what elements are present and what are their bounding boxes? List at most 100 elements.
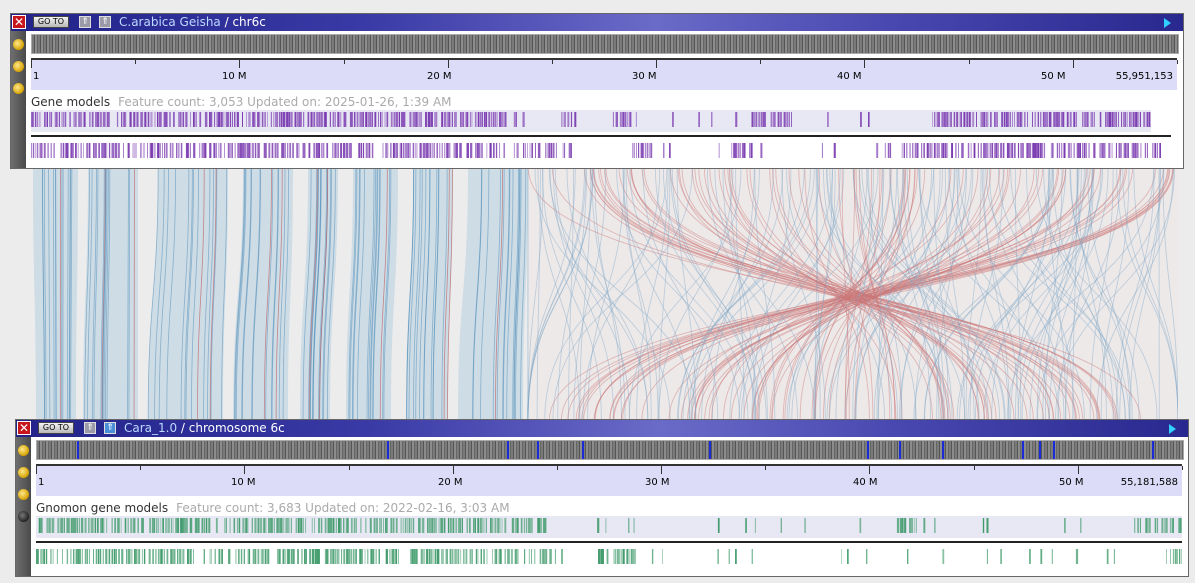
synteny-link [668, 168, 1102, 420]
gene-feature [628, 518, 630, 533]
gene-feature [265, 518, 267, 533]
gene-feature [534, 549, 536, 564]
synteny-link [1096, 168, 1174, 420]
pin-icon[interactable]: ⇑ [79, 16, 91, 28]
synteny-link [816, 168, 966, 420]
gene-feature [466, 518, 469, 533]
gene-feature [432, 518, 434, 533]
gene-feature [37, 112, 39, 127]
settings-knob-icon[interactable] [13, 39, 24, 50]
gene-feature [669, 143, 671, 158]
gene-feature [38, 518, 41, 533]
synteny-link [677, 168, 1055, 420]
gene-feature [1022, 143, 1024, 158]
gene-feature [82, 549, 83, 564]
upload-icon[interactable]: ⇑ [99, 16, 111, 28]
gene-feature [777, 112, 780, 127]
position-ruler[interactable]: 1 10 M 20 M 30 M 40 M 50 M 55,181,588 [36, 464, 1183, 496]
gene-feature [307, 112, 310, 127]
synteny-link [643, 168, 1084, 420]
gene-feature [97, 518, 99, 533]
gene-feature [887, 143, 890, 158]
gene-feature [354, 112, 356, 127]
synteny-link [352, 168, 360, 420]
feature-track-row[interactable] [36, 517, 1182, 534]
gene-feature [1099, 143, 1101, 158]
gene-feature [204, 143, 207, 158]
gene-feature [165, 143, 168, 158]
gene-feature [70, 143, 73, 158]
gene-feature [474, 518, 476, 533]
gene-feature [254, 143, 257, 158]
gene-feature [598, 549, 600, 564]
gene-feature [969, 112, 971, 127]
synteny-link [512, 168, 519, 420]
close-icon[interactable]: ✕ [12, 15, 26, 29]
close-icon[interactable]: ✕ [17, 421, 31, 435]
feature-track-row[interactable] [36, 548, 1182, 565]
gene-feature [124, 518, 127, 533]
synteny-link [251, 168, 261, 420]
gene-feature [260, 549, 262, 564]
gene-feature [259, 112, 261, 127]
settings-knob-icon[interactable] [13, 83, 24, 94]
gene-feature [209, 143, 212, 158]
gene-feature [154, 143, 156, 158]
synteny-link [1070, 168, 1133, 420]
ruler-tick-label: 10 M [231, 477, 256, 488]
goto-button[interactable]: GO TO [33, 16, 69, 28]
gene-feature [412, 518, 415, 533]
gene-feature [418, 518, 421, 533]
synteny-link [582, 168, 661, 420]
gene-feature [412, 549, 415, 564]
gene-feature [180, 143, 183, 158]
gene-feature [550, 143, 553, 158]
settings-knob-icon[interactable] [18, 489, 29, 500]
pin-icon[interactable]: ⇑ [84, 422, 96, 434]
gene-feature [958, 143, 959, 158]
synteny-link [319, 168, 329, 420]
gene-feature [365, 112, 368, 127]
gene-feature [283, 112, 285, 127]
position-ruler[interactable]: 1 10 M 20 M 30 M 40 M 50 M 55,951,153 [31, 58, 1178, 90]
synteny-link [84, 168, 90, 420]
settings-knob-icon[interactable] [13, 61, 24, 72]
gene-feature [1049, 112, 1051, 127]
gene-feature [486, 143, 488, 158]
gene-feature [215, 518, 218, 533]
gene-feature [342, 143, 345, 158]
feature-track-row[interactable] [31, 111, 1151, 128]
gene-feature [962, 143, 964, 158]
gene-feature [60, 518, 63, 533]
gene-feature [755, 112, 758, 127]
expand-arrow-icon[interactable] [1169, 424, 1176, 434]
gene-feature [242, 112, 243, 127]
gene-feature [360, 143, 363, 158]
synteny-link [691, 168, 760, 420]
synteny-link [441, 168, 448, 420]
synteny-link [1021, 168, 1109, 420]
gene-feature [263, 112, 265, 127]
chromosome-overview[interactable] [36, 440, 1184, 460]
settings-knob-icon[interactable] [18, 445, 29, 456]
synteny-link [919, 168, 945, 420]
synteny-link [828, 168, 916, 420]
goto-button[interactable]: GO TO [38, 422, 74, 434]
gene-feature [425, 112, 428, 127]
gene-feature [286, 518, 288, 533]
gene-feature [186, 518, 188, 533]
settings-knob-icon[interactable] [18, 511, 29, 522]
settings-knob-icon[interactable] [18, 467, 29, 478]
feature-track-row[interactable] [31, 142, 1161, 159]
upload-icon[interactable]: ⇑ [104, 422, 116, 434]
chromosome-overview[interactable] [31, 34, 1179, 54]
gene-feature [983, 143, 985, 158]
gene-feature [313, 112, 315, 127]
gene-feature [392, 143, 395, 158]
gene-feature [909, 518, 911, 533]
gene-feature [86, 549, 89, 564]
gene-feature [636, 143, 637, 158]
gene-feature [134, 112, 136, 127]
expand-arrow-icon[interactable] [1164, 18, 1171, 28]
gene-feature [1129, 112, 1131, 127]
